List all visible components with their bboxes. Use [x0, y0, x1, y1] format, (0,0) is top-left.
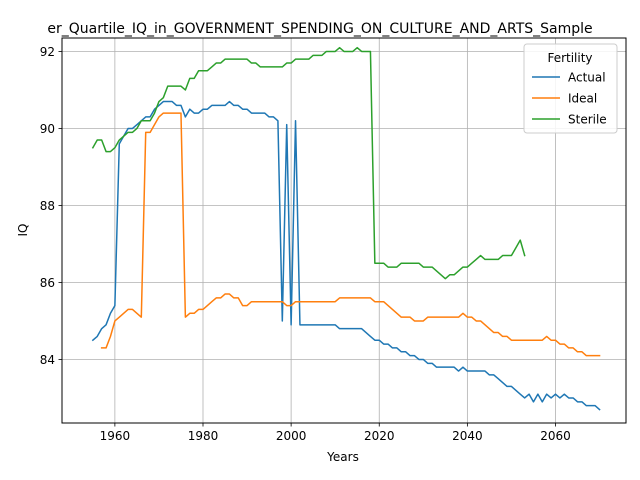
legend-title: Fertility — [547, 51, 592, 65]
x-tick-label: 2060 — [540, 429, 571, 443]
x-axis: 1960 1980 2000 2020 2040 2060 — [100, 423, 571, 443]
y-tick-label: 90 — [40, 122, 55, 136]
y-axis: 84 86 88 90 92 — [40, 45, 62, 367]
series-line-ideal — [100, 112, 601, 357]
y-tick-label: 84 — [40, 353, 55, 367]
plot-frame — [61, 37, 627, 424]
legend-label-actual: Actual — [568, 71, 606, 85]
x-tick-label: 2000 — [276, 429, 307, 443]
series-line-actual — [91, 100, 601, 411]
x-tick-label: 1960 — [100, 429, 131, 443]
x-tick-label: 2020 — [364, 429, 395, 443]
y-tick-label: 92 — [40, 45, 55, 59]
legend: Fertility Actual Ideal Sterile — [523, 43, 618, 134]
x-tick-label: 1980 — [188, 429, 219, 443]
x-axis-label: Years — [326, 450, 359, 464]
x-tick-label: 2040 — [452, 429, 483, 443]
y-axis-label: IQ — [16, 224, 30, 237]
y-tick-label: 88 — [40, 199, 55, 213]
series-layer — [91, 46, 601, 411]
y-tick-label: 86 — [40, 276, 55, 290]
chart-title: er_Quartile_IQ_in_GOVERNMENT_SPENDING_ON… — [47, 21, 592, 37]
series-line-sterile — [91, 46, 526, 280]
legend-label-sterile: Sterile — [568, 113, 607, 127]
legend-label-ideal: Ideal — [568, 92, 597, 106]
legend-entries: Actual Ideal Sterile — [532, 71, 607, 127]
legend-box — [523, 43, 618, 134]
